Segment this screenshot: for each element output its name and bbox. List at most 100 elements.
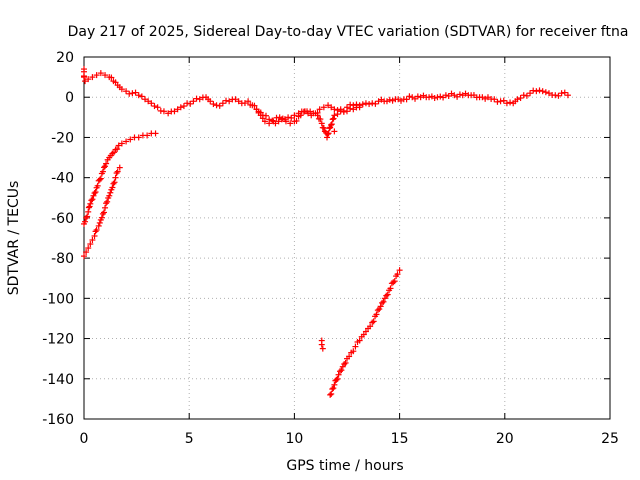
data-point bbox=[403, 96, 410, 103]
data-point bbox=[287, 120, 294, 127]
data-point bbox=[112, 174, 119, 181]
data-point bbox=[545, 90, 552, 97]
data-point bbox=[331, 106, 338, 113]
data-point bbox=[389, 97, 396, 104]
x-tick-label: 5 bbox=[185, 431, 194, 447]
data-point bbox=[123, 88, 130, 95]
data-point bbox=[484, 94, 491, 101]
data-point bbox=[138, 93, 145, 100]
data-point bbox=[102, 204, 109, 211]
data-point bbox=[320, 104, 327, 111]
data-point bbox=[127, 136, 134, 143]
data-point bbox=[379, 299, 386, 306]
data-point bbox=[113, 170, 120, 177]
data-point bbox=[106, 192, 113, 199]
data-point bbox=[90, 192, 97, 199]
data-point bbox=[330, 115, 337, 122]
data-point bbox=[391, 278, 398, 285]
data-point bbox=[187, 100, 194, 107]
data-point bbox=[314, 109, 321, 116]
y-tick-label: -120 bbox=[42, 332, 74, 348]
y-axis-label: SDTVAR / TECUs bbox=[6, 181, 22, 296]
data-point bbox=[245, 98, 252, 105]
data-point bbox=[352, 343, 359, 350]
data-point bbox=[331, 112, 338, 119]
data-point bbox=[261, 118, 268, 125]
data-point bbox=[564, 92, 571, 99]
data-point bbox=[114, 168, 121, 175]
data-point bbox=[148, 100, 155, 107]
data-point bbox=[145, 98, 152, 105]
x-tick-label: 20 bbox=[496, 431, 514, 447]
data-point bbox=[99, 168, 106, 175]
data-point bbox=[93, 72, 100, 79]
data-point bbox=[390, 279, 397, 286]
data-point bbox=[360, 331, 367, 338]
data-point bbox=[318, 341, 325, 348]
data-point bbox=[288, 114, 295, 121]
data-point bbox=[142, 96, 149, 103]
data-point bbox=[456, 91, 463, 98]
data-point bbox=[317, 116, 324, 123]
data-point bbox=[154, 104, 161, 111]
data-point bbox=[253, 106, 260, 113]
data-point bbox=[89, 237, 96, 244]
data-point bbox=[372, 100, 379, 107]
data-point bbox=[394, 271, 401, 278]
data-point bbox=[144, 132, 151, 139]
data-point bbox=[293, 117, 300, 124]
data-point bbox=[380, 298, 387, 305]
data-point bbox=[344, 108, 350, 115]
data-point bbox=[336, 368, 343, 375]
data-point bbox=[523, 92, 530, 99]
data-point bbox=[111, 179, 118, 186]
data-point bbox=[281, 116, 288, 123]
y-tick-label: -20 bbox=[51, 130, 74, 146]
data-point bbox=[333, 376, 340, 383]
data-point bbox=[219, 100, 226, 107]
data-point bbox=[356, 337, 363, 344]
data-point bbox=[362, 328, 369, 335]
data-point bbox=[434, 94, 441, 101]
data-point bbox=[207, 98, 214, 105]
data-point bbox=[96, 176, 103, 183]
data-point bbox=[350, 106, 357, 113]
data-point bbox=[324, 131, 331, 138]
data-point bbox=[269, 117, 276, 124]
chart-title: Day 217 of 2025, Sidereal Day-to-day VTE… bbox=[68, 24, 629, 40]
data-point bbox=[342, 359, 349, 366]
data-point bbox=[396, 267, 403, 274]
data-point bbox=[94, 182, 101, 189]
data-point bbox=[326, 125, 333, 132]
data-point bbox=[367, 323, 374, 330]
data-point bbox=[386, 96, 393, 103]
data-point bbox=[118, 140, 125, 147]
data-point bbox=[331, 381, 338, 388]
data-point bbox=[177, 104, 184, 111]
data-point bbox=[266, 116, 273, 123]
y-tick-label: -60 bbox=[51, 211, 74, 227]
data-point bbox=[135, 92, 142, 99]
data-point bbox=[328, 121, 335, 128]
data-point bbox=[329, 116, 336, 123]
data-point bbox=[374, 307, 381, 314]
data-point bbox=[210, 101, 217, 108]
data-point bbox=[180, 103, 187, 110]
data-point bbox=[491, 96, 498, 103]
data-point bbox=[165, 110, 172, 117]
data-point bbox=[536, 87, 543, 94]
data-point bbox=[533, 88, 540, 95]
data-point bbox=[103, 160, 110, 167]
data-marks bbox=[81, 66, 571, 398]
data-point bbox=[100, 209, 107, 216]
y-tick-label: 20 bbox=[56, 50, 74, 66]
data-point bbox=[527, 90, 534, 97]
data-point bbox=[517, 95, 524, 102]
data-point bbox=[93, 226, 100, 233]
data-point bbox=[295, 110, 302, 117]
data-point bbox=[555, 92, 562, 99]
data-point bbox=[92, 228, 99, 235]
data-point bbox=[114, 146, 121, 153]
x-tick-label: 15 bbox=[391, 431, 409, 447]
data-point bbox=[262, 112, 269, 119]
